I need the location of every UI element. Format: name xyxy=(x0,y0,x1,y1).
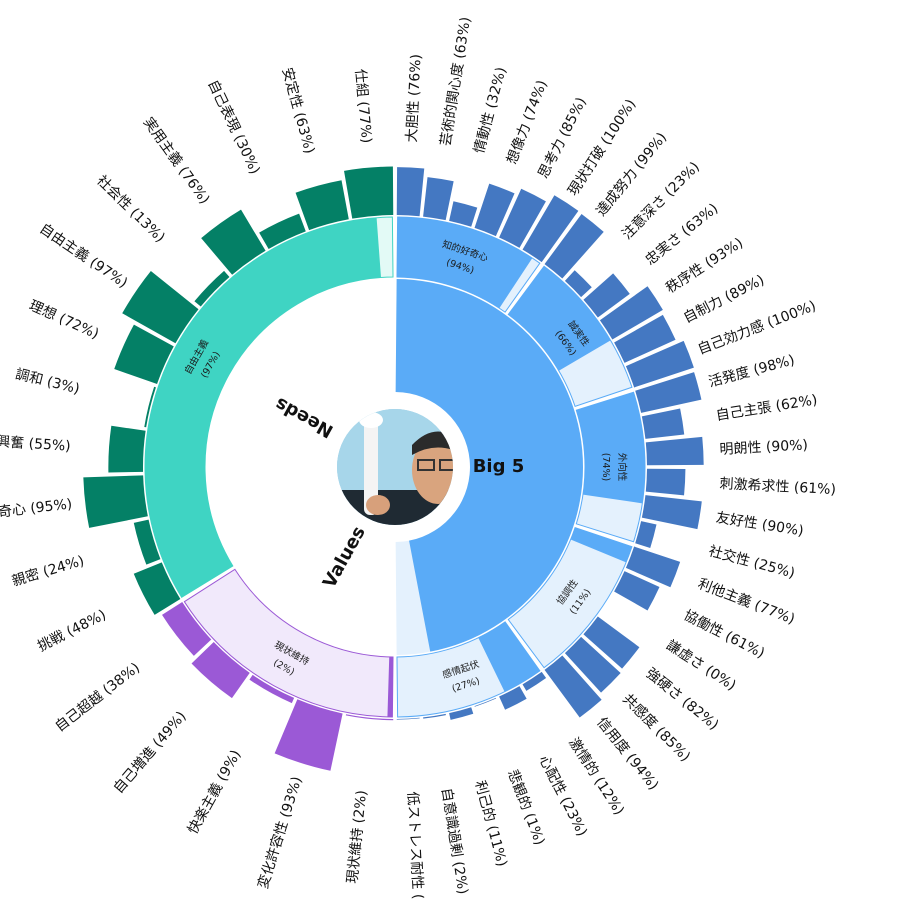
facet-bar xyxy=(122,270,199,344)
facet-bar xyxy=(635,372,702,413)
facet-bar xyxy=(259,213,306,249)
facet-bar xyxy=(423,177,454,221)
facet-label: 自己超越 (38%) xyxy=(52,660,143,735)
trait-name: 外向性 xyxy=(616,453,628,482)
facet-bar xyxy=(614,571,660,611)
facet-bar xyxy=(133,562,181,615)
facet-bar xyxy=(396,167,425,217)
group-label-big5: Big 5 xyxy=(473,456,525,477)
facet-bar xyxy=(522,195,579,263)
facet-bars xyxy=(83,166,704,771)
facet-bar xyxy=(499,686,527,710)
facet-bar xyxy=(564,636,621,693)
facet-label: 現状維持 (2%) xyxy=(345,790,370,885)
facet-bar xyxy=(133,519,161,565)
facet-bar xyxy=(645,436,704,466)
trait-track-3 xyxy=(507,526,633,669)
facet-bar xyxy=(162,602,212,656)
facet-bar xyxy=(83,475,148,528)
facet-label: 興奮 (55%) xyxy=(0,434,71,455)
facet-bar xyxy=(449,707,474,720)
facet-label: 利己的 (11%) xyxy=(471,779,509,869)
facet-bar xyxy=(191,642,250,699)
facet-label: 友好性 (90%) xyxy=(715,510,805,540)
facet-bar xyxy=(194,270,230,307)
facet-label: 理想 (72%) xyxy=(27,298,102,343)
trait-fill-2 xyxy=(576,392,645,504)
facet-bar xyxy=(522,671,547,691)
facet-label: 自己表現 (30%) xyxy=(204,77,262,176)
facet-bar xyxy=(645,468,686,496)
facet-label: 自意識過剰 (2%) xyxy=(438,787,472,896)
facet-bar xyxy=(201,209,266,275)
facet-bar xyxy=(114,324,174,384)
facet-bar xyxy=(614,314,676,363)
facet-label: 安定性 (63%) xyxy=(279,66,318,156)
facet-bar xyxy=(449,201,478,227)
facet-bar xyxy=(599,286,663,340)
facet-label: 社交性 (25%) xyxy=(707,542,797,581)
facet-bar xyxy=(295,180,349,231)
facet-label: 明朗性 (90%) xyxy=(719,437,808,458)
facet-label: 自由主義 (97%) xyxy=(36,220,130,292)
facet-bar xyxy=(499,188,546,248)
facet-label: 変化許容性 (93%) xyxy=(254,774,305,890)
facet-label: 活発度 (98%) xyxy=(707,352,797,390)
trait-value: (74%) xyxy=(600,453,611,482)
trait-fill-0 xyxy=(396,217,533,309)
facet-bar xyxy=(474,183,515,237)
trait-fill-0 xyxy=(387,656,394,717)
inner-needs xyxy=(206,279,395,566)
facet-bar xyxy=(625,546,681,588)
facet-label: 悲観的 (1%) xyxy=(504,767,548,847)
avatar xyxy=(337,409,453,525)
trait-fill-3 xyxy=(570,527,632,563)
trait-fill-1 xyxy=(508,266,611,371)
facet-label: 大胆性 (76%) xyxy=(404,54,425,143)
facet-label: 自己増進 (49%) xyxy=(111,709,190,797)
facet-bar xyxy=(564,270,592,298)
facet-bar xyxy=(641,408,685,439)
facet-bar xyxy=(635,521,657,548)
facet-label: 挑戦 (48%) xyxy=(35,607,109,655)
facet-bar xyxy=(583,616,640,669)
facet-bar xyxy=(249,674,295,704)
facet-label: 調和 (3%) xyxy=(14,366,82,397)
facet-bar xyxy=(274,699,343,771)
trait-fill-0 xyxy=(145,217,382,598)
facet-bar xyxy=(144,386,156,428)
facet-bar xyxy=(345,714,394,721)
facet-label: 情動性 (32%) xyxy=(471,66,509,156)
facet-bar xyxy=(625,340,694,388)
facet-label: 社会性 (13%) xyxy=(93,173,168,246)
facet-label: 刺激希求性 (61%) xyxy=(719,475,836,498)
facet-label: 低ストレス耐性 (1%) xyxy=(404,791,427,900)
facet-label: 仕組 (77%) xyxy=(352,68,375,144)
trait-ring xyxy=(144,216,646,718)
facet-label: 快楽主義 (9%) xyxy=(184,747,244,837)
facet-label: 自己主張 (62%) xyxy=(715,392,819,424)
facet-bar xyxy=(583,273,630,318)
facet-bar xyxy=(344,166,394,219)
inner-big5-fill xyxy=(395,279,583,652)
facet-label: 実用主義 (76%) xyxy=(140,114,213,207)
facet-bar xyxy=(108,425,146,473)
facet-bar xyxy=(641,495,702,530)
trait-fill-4 xyxy=(478,621,540,692)
facet-bar xyxy=(544,213,604,279)
facet-bar xyxy=(396,717,420,720)
facet-label: 好奇心 (95%) xyxy=(0,495,73,522)
facet-bar xyxy=(423,713,446,719)
facet-label: 親密 (24%) xyxy=(10,552,86,590)
trait-track-0 xyxy=(183,568,394,718)
inner-values xyxy=(235,506,395,656)
trait-label: 外向性 (74%) xyxy=(600,453,628,482)
inner-ring xyxy=(206,279,583,656)
facet-label: 想像力 (74%) xyxy=(504,78,551,166)
facet-bar xyxy=(544,655,602,718)
facet-label: 芸術的関心度 (63%) xyxy=(438,16,474,147)
facet-bar xyxy=(474,697,497,707)
